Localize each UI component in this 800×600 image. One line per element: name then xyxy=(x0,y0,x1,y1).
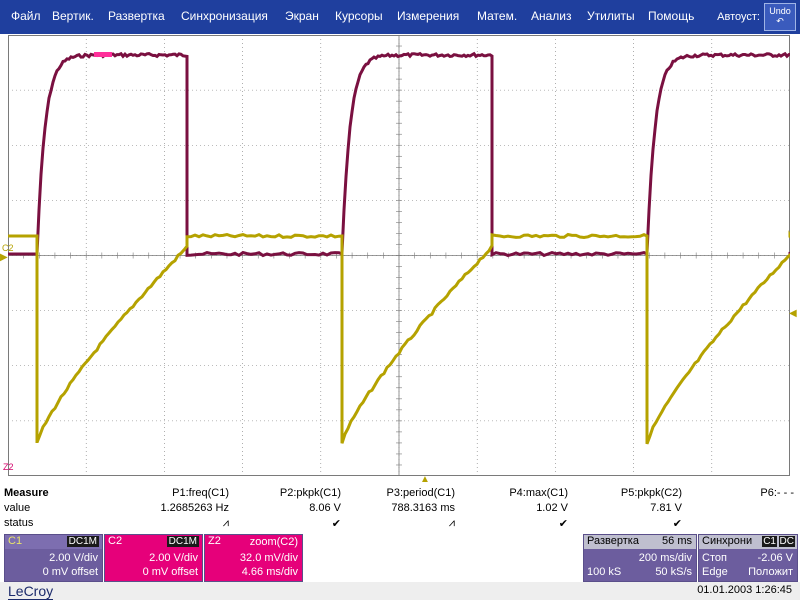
trace-c1 xyxy=(8,51,790,258)
value-row-label: value xyxy=(4,502,31,514)
undo-label: Undo xyxy=(769,6,791,16)
menu-cursors[interactable]: Курсоры xyxy=(335,9,383,23)
trigger-label: Синхрони xyxy=(702,535,753,547)
menu-timebase[interactable]: Развертка xyxy=(108,9,165,23)
z2-descriptor[interactable]: Z2 zoom(C2) 32.0 mV/div 4.66 ms/div xyxy=(204,534,303,582)
trace-c2 xyxy=(8,230,790,445)
menu-help[interactable]: Помощь xyxy=(648,9,695,23)
timebase-samples: 100 kS xyxy=(587,566,622,578)
timebase-tdiv: 200 ms/div xyxy=(638,552,692,564)
menu-measure[interactable]: Измерения xyxy=(397,9,460,23)
param-p4-status-icon: ✔ xyxy=(558,518,568,530)
trigger-coupling-badge: DC xyxy=(778,536,795,547)
c2-coupling-badge: DC1M xyxy=(166,536,199,547)
timebase-label: Развертка xyxy=(587,535,639,547)
param-p2-status-icon: ✔ xyxy=(331,518,341,530)
param-p2-name[interactable]: P2:pkpk(C1) xyxy=(279,487,341,499)
z2-label: Z2 xyxy=(208,535,221,547)
menu-bar: Файл Вертик. Развертка Синхронизация Экр… xyxy=(0,0,800,34)
autoset-label[interactable]: Автоуст: xyxy=(717,11,760,23)
timebase-delay: 56 ms xyxy=(662,535,692,547)
c2-label: C2 xyxy=(108,535,123,547)
measure-title: Measure xyxy=(4,487,49,499)
trigger-slope: Положит xyxy=(748,566,793,578)
c2-ground-arrow-icon: ▶ xyxy=(0,252,8,263)
c2-ground-marker: C2 xyxy=(2,243,14,253)
trigger-descriptor[interactable]: Синхрони C1 DC Стоп -2.06 V Edge Положит xyxy=(698,534,798,582)
cursor-marker xyxy=(94,52,112,57)
param-p2-value: 8.06 V xyxy=(309,502,341,514)
datetime: 01.01.2003 1:26:45 xyxy=(697,584,792,596)
trigger-position-icon: ▲ xyxy=(420,474,430,485)
z2-tdiv: 4.66 ms/div xyxy=(241,566,298,578)
footer-bar: LeCroy 01.01.2003 1:26:45 xyxy=(0,582,800,600)
c2-vdiv: 2.00 V/div xyxy=(149,552,198,564)
z2-source: zoom(C2) xyxy=(249,536,298,548)
param-p5-name[interactable]: P5:pkpk(C2) xyxy=(620,487,682,499)
param-p1-value: 1.2685263 Hz xyxy=(160,502,230,514)
menu-display[interactable]: Экран xyxy=(285,9,319,23)
lecroy-logo: LeCroy xyxy=(8,583,54,600)
param-p1-status-icon: ⩘ xyxy=(222,517,229,529)
param-p1-name[interactable]: P1:freq(C1) xyxy=(172,487,229,499)
menu-trigger[interactable]: Синхронизация xyxy=(181,9,268,23)
trigger-level-icon: ◀ xyxy=(789,308,797,319)
menu-file[interactable]: Файл xyxy=(11,9,41,23)
param-p5-value: 7.81 V xyxy=(650,502,682,514)
z2-ground-marker: Z2 xyxy=(3,462,14,472)
trigger-level: -2.06 V xyxy=(757,552,793,564)
c1-coupling-badge: DC1M xyxy=(66,536,99,547)
param-p3-status-icon: ⩘ xyxy=(448,517,455,529)
c2-offset: 0 mV offset xyxy=(142,566,198,578)
c1-vdiv: 2.00 V/div xyxy=(49,552,98,564)
c1-offset: 0 mV offset xyxy=(42,566,98,578)
waveform-grid[interactable] xyxy=(8,35,790,476)
c1-descriptor[interactable]: C1 DC1M 2.00 V/div 0 mV offset xyxy=(4,534,103,582)
status-row-label: status xyxy=(4,517,34,529)
param-p6-name[interactable]: P6:- - - xyxy=(760,487,794,499)
measure-panel[interactable]: Measure P1:freq(C1) P2:pkpk(C1) P3:perio… xyxy=(0,484,800,534)
z2-vdiv: 32.0 mV/div xyxy=(239,552,298,564)
timebase-descriptor[interactable]: Развертка 56 ms 200 ms/div 100 kS 50 kS/s xyxy=(583,534,697,582)
param-p5-status-icon: ✔ xyxy=(672,518,682,530)
menu-vertical[interactable]: Вертик. xyxy=(52,9,94,23)
c1-label: C1 xyxy=(8,535,23,547)
timebase-rate: 50 kS/s xyxy=(655,566,692,578)
undo-icon: ↶ xyxy=(776,16,784,26)
c2-descriptor[interactable]: C2 DC1M 2.00 V/div 0 mV offset xyxy=(104,534,203,582)
menu-utilities[interactable]: Утилиты xyxy=(587,9,635,23)
menu-math[interactable]: Матем. xyxy=(477,9,518,23)
trigger-mode: Стоп xyxy=(702,552,727,564)
grid-axes xyxy=(8,35,790,476)
param-p4-name[interactable]: P4:max(C1) xyxy=(509,487,568,499)
param-p4-value: 1.02 V xyxy=(536,502,568,514)
menu-analysis[interactable]: Анализ xyxy=(531,9,572,23)
param-p3-name[interactable]: P3:period(C1) xyxy=(386,487,455,499)
trigger-source-badge: C1 xyxy=(762,536,777,547)
param-p3-value: 788.3163 ms xyxy=(391,502,455,514)
trigger-type: Edge xyxy=(702,566,728,578)
channel-descriptors: C1 DC1M 2.00 V/div 0 mV offset C2 DC1M 2.0… xyxy=(0,534,800,582)
undo-button[interactable]: Undo ↶ xyxy=(764,3,796,31)
